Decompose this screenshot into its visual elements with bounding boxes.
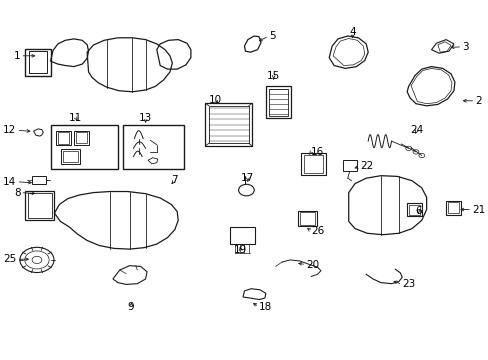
Text: 18: 18	[259, 302, 272, 312]
Text: 23: 23	[402, 279, 415, 289]
Text: 19: 19	[233, 245, 247, 255]
Text: 2: 2	[474, 96, 481, 106]
Text: 20: 20	[305, 260, 319, 270]
Text: 13: 13	[139, 113, 152, 123]
Text: 1: 1	[14, 51, 20, 61]
Text: 15: 15	[266, 71, 280, 81]
Text: 21: 21	[471, 204, 484, 215]
Text: 12: 12	[3, 125, 17, 135]
Text: 14: 14	[3, 177, 17, 187]
Text: 17: 17	[241, 173, 254, 183]
Text: 9: 9	[127, 302, 134, 312]
Text: 5: 5	[268, 31, 275, 41]
Text: 7: 7	[171, 175, 178, 185]
Text: 25: 25	[3, 254, 17, 264]
Text: 6: 6	[414, 206, 421, 216]
Text: 24: 24	[409, 125, 423, 135]
Text: 22: 22	[359, 161, 372, 171]
Text: 10: 10	[208, 95, 222, 105]
Text: 26: 26	[310, 226, 324, 236]
Text: 3: 3	[461, 42, 468, 52]
Text: 4: 4	[348, 27, 355, 37]
Text: 16: 16	[310, 147, 324, 157]
Text: 8: 8	[14, 188, 20, 198]
Text: 11: 11	[69, 113, 82, 123]
